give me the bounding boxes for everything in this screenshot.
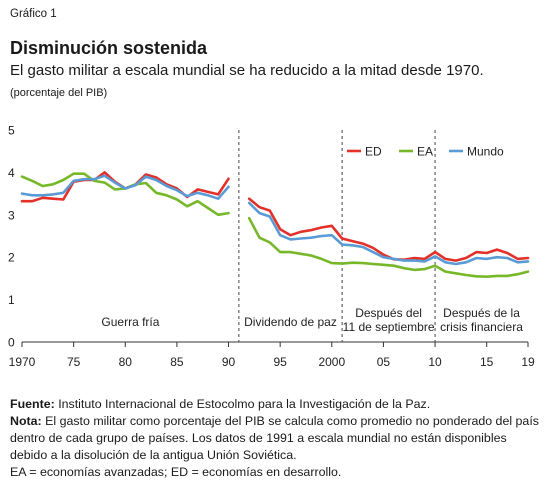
legend-label: ED xyxy=(365,145,382,159)
x-tick-label: 90 xyxy=(222,355,236,369)
units-label: (porcentaje del PIB) xyxy=(10,87,108,99)
series-line-mundo xyxy=(20,174,230,200)
source-note: Fuente: Instituto Internacional de Estoc… xyxy=(10,396,540,413)
period-label: Guerra fría xyxy=(101,315,159,329)
y-tick-label: 2 xyxy=(8,251,15,265)
series-line-ea xyxy=(247,216,530,279)
x-tick-label: 75 xyxy=(67,355,81,369)
abbrev-note: EA = economías avanzadas; ED = economías… xyxy=(10,465,342,479)
y-tick-label: 0 xyxy=(8,336,15,350)
legend-label: EA xyxy=(417,145,433,159)
series-line-mundo xyxy=(247,201,530,266)
source-label: Fuente: xyxy=(10,397,55,411)
x-tick-label: 80 xyxy=(119,355,133,369)
x-tick-label: 19 xyxy=(521,355,535,369)
x-tick-label: 2000 xyxy=(318,355,345,369)
axes: 0 1 2 3 4 5 1970 75 80 85 90 95 2000 05 10 15 19 xyxy=(8,124,535,370)
x-tick-label: 10 xyxy=(428,355,442,369)
y-tick-label: 1 xyxy=(8,293,15,307)
chart-title: Disminución sostenida xyxy=(10,38,208,58)
note-text: El gasto militar como porcentaje del PIB… xyxy=(10,414,539,462)
y-tick-label: 5 xyxy=(8,124,15,138)
y-tick-label: 4 xyxy=(8,166,15,180)
period-label: crisis financiera xyxy=(440,320,523,334)
note-label: Nota: xyxy=(10,414,42,428)
series-line-ed xyxy=(20,171,230,203)
x-tick-label: 95 xyxy=(273,355,287,369)
line-chart: 0 1 2 3 4 5 1970 75 80 85 90 95 2000 05 10 15 19 Guerra … xyxy=(8,124,535,370)
legend-label: Mundo xyxy=(467,145,504,159)
method-note: Nota: El gasto militar como porcentaje d… xyxy=(10,413,540,464)
figure-label: Gráfico 1 xyxy=(10,8,57,20)
source-text: Instituto Internacional de Estocolmo par… xyxy=(58,397,431,411)
x-tick-label: 15 xyxy=(480,355,494,369)
notes: Fuente: Instituto Internacional de Estoc… xyxy=(10,396,540,481)
legend: ED EA Mundo xyxy=(347,145,504,159)
x-tick-label: 85 xyxy=(170,355,184,369)
period-label: 11 de septiembre xyxy=(343,320,435,334)
series-lines xyxy=(20,171,530,279)
x-tick-label: 05 xyxy=(377,355,391,369)
chart-subtitle: El gasto militar a escala mundial se ha … xyxy=(10,62,484,79)
period-dividers xyxy=(238,130,436,342)
period-labels: Guerra fría Dividendo de paz Después del11… xyxy=(101,306,523,334)
period-label: Después de la xyxy=(443,306,520,320)
x-tick-label: 1970 xyxy=(9,355,36,369)
period-label: Después del xyxy=(355,306,422,320)
period-label: Dividendo de paz xyxy=(244,315,337,329)
y-tick-label: 3 xyxy=(8,208,15,222)
